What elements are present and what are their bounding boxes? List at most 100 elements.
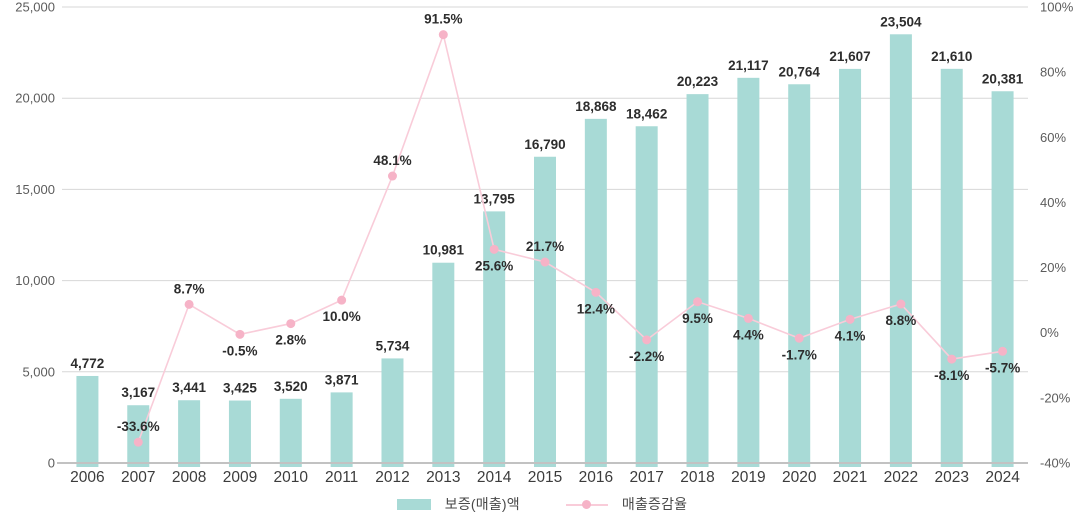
line-series-marker-icon (565, 499, 608, 510)
x-axis-label-2024: 2024 (985, 469, 1020, 486)
pct-label-2016: 12.4% (577, 301, 615, 316)
bar-2021 (839, 68, 862, 468)
pct-label-2009: -0.5% (222, 343, 257, 358)
bar-label-2018: 20,223 (677, 74, 719, 89)
bar-label-2016: 18,868 (575, 99, 617, 114)
pct-label-2015: 21.7% (526, 239, 564, 254)
bar-2012 (381, 358, 404, 467)
bar-label-2024: 20,381 (982, 71, 1024, 86)
pct-label-2012: 48.1% (373, 153, 411, 168)
x-axis-label-2018: 2018 (680, 469, 714, 486)
legend-item-bar-series: 보증(매출)액 (396, 494, 520, 514)
point-2013 (438, 30, 448, 40)
bar-2011 (330, 392, 353, 467)
point-2007 (133, 437, 143, 447)
x-axis-label-2021: 2021 (833, 469, 867, 486)
x-axis-label-2014: 2014 (477, 469, 512, 486)
y-axis-tick-right: 80% (1040, 65, 1066, 80)
x-axis-label-2006: 2006 (70, 469, 104, 486)
bar-label-2009: 3,425 (223, 381, 257, 396)
x-axis-label-2023: 2023 (934, 469, 968, 486)
bar-2024 (991, 91, 1014, 468)
y-axis-tick-left: 5,000 (22, 364, 55, 379)
y-axis-tick-right: 100% (1040, 0, 1074, 15)
pct-label-2023: -8.1% (934, 368, 969, 383)
bar-2015 (534, 156, 556, 467)
pct-label-2010: 2.8% (275, 333, 306, 348)
point-2021 (845, 314, 855, 324)
bar-label-2023: 21,610 (931, 49, 972, 64)
y-axis-tick-right: 20% (1040, 260, 1066, 275)
point-2012 (387, 171, 397, 181)
x-axis-label-2016: 2016 (579, 469, 613, 486)
y-axis-tick-left: 10,000 (15, 273, 55, 288)
bar-label-2021: 21,607 (829, 49, 870, 64)
point-2015 (540, 257, 550, 267)
bar-label-2014: 13,795 (474, 191, 516, 206)
bar-2014 (483, 211, 506, 467)
y-axis-tick-left: 20,000 (15, 91, 55, 106)
bar-2023 (940, 68, 963, 467)
pct-label-2011: 10.0% (322, 309, 360, 324)
x-axis-label-2017: 2017 (629, 469, 663, 486)
point-2018 (693, 297, 703, 307)
legend-item-line-series: 매출증감율 (565, 494, 687, 514)
point-2022 (896, 299, 906, 309)
bar-label-2013: 10,981 (423, 243, 465, 258)
point-2020 (794, 333, 804, 343)
pct-label-2019: 4.4% (733, 327, 764, 342)
bar-2010 (279, 398, 302, 467)
bar-2007 (127, 405, 150, 467)
y-axis-tick-right: 0% (1040, 325, 1059, 340)
pct-label-2014: 25.6% (475, 258, 513, 273)
x-axis-label-2007: 2007 (121, 469, 155, 486)
bar-label-2015: 16,790 (524, 137, 565, 152)
x-axis-label-2020: 2020 (782, 469, 817, 486)
x-axis-label-2011: 2011 (325, 469, 358, 486)
x-axis-label-2019: 2019 (731, 469, 765, 486)
pct-label-2017: -2.2% (629, 349, 664, 364)
y-axis-tick-right: -40% (1040, 456, 1071, 471)
x-axis-label-2008: 2008 (172, 469, 206, 486)
point-2009 (235, 329, 245, 339)
bar-2017 (635, 126, 658, 468)
bar-label-2022: 23,504 (880, 14, 922, 29)
x-axis-label-2010: 2010 (274, 469, 309, 486)
bar-series-swatch-icon (396, 498, 431, 510)
pct-label-2020: -1.7% (782, 347, 817, 362)
pct-label-2007: -33.6% (117, 419, 160, 434)
bar-2022 (889, 34, 912, 467)
bar-2020 (788, 84, 811, 467)
y-axis-tick-left: 25,000 (15, 0, 55, 15)
bar-label-2017: 18,462 (626, 106, 667, 121)
bar-2009 (228, 400, 251, 467)
point-2008 (184, 299, 194, 309)
bar-label-2020: 20,764 (779, 64, 821, 79)
x-axis-label-2015: 2015 (528, 469, 562, 486)
pct-label-2018: 9.5% (682, 311, 713, 326)
pct-label-2013: 91.5% (424, 12, 462, 27)
y-axis-tick-right: -20% (1040, 390, 1071, 405)
bar-label-2019: 21,117 (728, 58, 769, 73)
bar-label-2010: 3,520 (274, 379, 308, 394)
bar-2013 (432, 262, 455, 467)
y-axis-tick-left: 15,000 (15, 182, 55, 197)
pct-label-2022: 8.8% (886, 313, 917, 328)
bar-label-2006: 4,772 (71, 356, 105, 371)
pct-label-2024: -5.7% (985, 360, 1020, 375)
point-2024 (998, 346, 1008, 356)
bar-label-2011: 3,871 (325, 372, 359, 387)
pct-label-2008: 8.7% (174, 281, 205, 296)
x-axis-label-2012: 2012 (375, 469, 409, 486)
point-2014 (489, 244, 499, 254)
bar-2018 (686, 94, 709, 467)
bar-2019 (737, 77, 760, 467)
point-2019 (743, 313, 753, 323)
bar-2008 (178, 400, 201, 467)
point-2016 (591, 287, 601, 297)
point-2017 (642, 335, 652, 345)
point-2011 (337, 295, 347, 305)
bar-label-2007: 3,167 (121, 385, 155, 400)
